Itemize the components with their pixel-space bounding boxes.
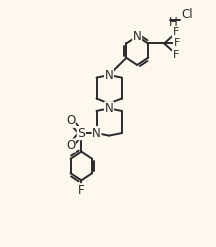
Text: Cl: Cl: [181, 8, 193, 21]
Text: O: O: [66, 139, 75, 152]
Text: O: O: [66, 114, 75, 127]
Text: N: N: [105, 102, 113, 115]
Text: F: F: [172, 50, 179, 60]
Text: N: N: [92, 127, 101, 140]
Text: F: F: [173, 39, 180, 48]
Text: H: H: [168, 16, 177, 29]
Text: F: F: [78, 184, 85, 197]
Text: F: F: [172, 27, 179, 37]
Text: N: N: [105, 69, 113, 82]
Text: N: N: [133, 30, 141, 43]
Text: S: S: [77, 127, 85, 140]
